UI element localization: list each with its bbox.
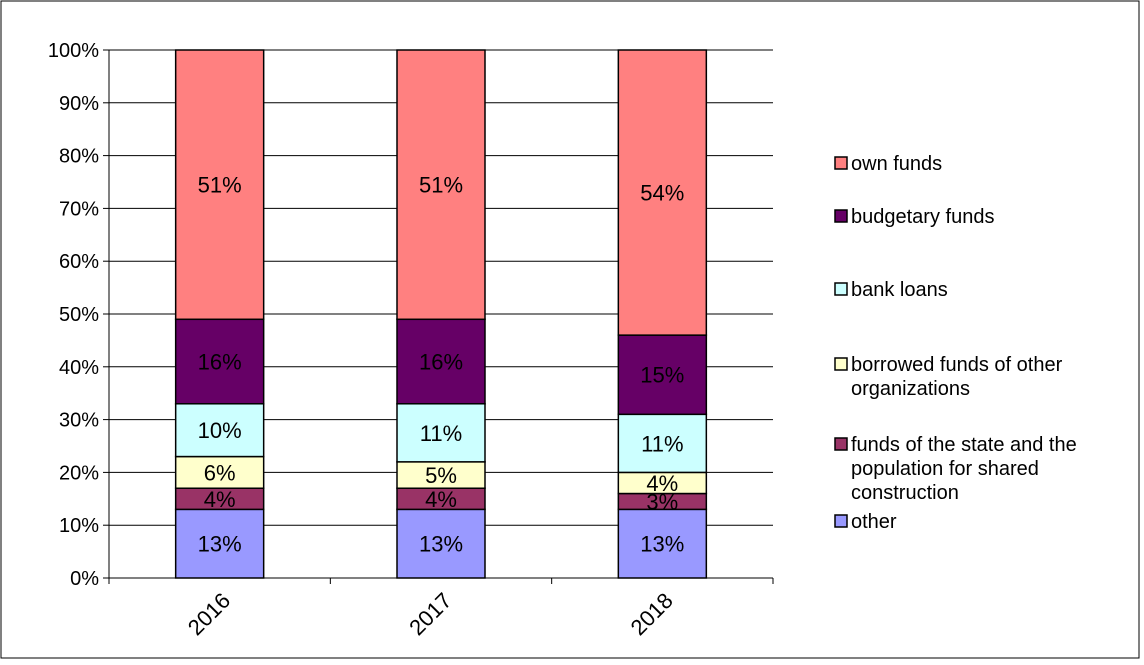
legend-label-own-funds: own funds bbox=[851, 153, 942, 175]
legend-label-line: borrowed funds of other bbox=[851, 354, 1063, 376]
data-label-funds-of-the-state-and-the-population-for-shared-construction-2016: 4% bbox=[204, 487, 236, 512]
data-label-borrowed-funds-of-other-organizations-2016: 6% bbox=[204, 460, 236, 485]
legend-label-line: own funds bbox=[851, 153, 942, 175]
bar-bank-loans-2016 bbox=[174, 403, 265, 458]
bar-budgetary-funds-2018 bbox=[617, 334, 708, 416]
data-label-other-2018: 13% bbox=[640, 532, 684, 557]
bar-borrowed-funds-of-other-organizations-2017 bbox=[396, 461, 486, 489]
legend-label-line: organizations bbox=[851, 378, 970, 400]
legend-swatch-funds-of-the-state-and-the-population-for-shared-construction bbox=[834, 437, 848, 451]
bar-other-2016 bbox=[174, 508, 265, 579]
bar-other-2017 bbox=[396, 508, 486, 579]
legend-swatch-budgetary-funds bbox=[834, 209, 848, 223]
data-label-other-2016: 13% bbox=[198, 532, 242, 557]
data-label-own-funds-2018: 54% bbox=[640, 181, 684, 206]
legend-label-line: bank loans bbox=[851, 279, 948, 301]
legend-swatch-bank-loans bbox=[834, 282, 848, 296]
data-label-budgetary-funds-2017: 16% bbox=[419, 350, 463, 375]
legend-swatch-own-funds bbox=[834, 156, 848, 170]
data-label-budgetary-funds-2016: 16% bbox=[198, 350, 242, 375]
bar-own-funds-2018 bbox=[617, 49, 708, 336]
legend-label-line: construction bbox=[851, 482, 959, 504]
bar-borrowed-funds-of-other-organizations-2016 bbox=[174, 455, 265, 489]
data-label-bank-loans-2017: 11% bbox=[420, 421, 462, 446]
data-label-borrowed-funds-of-other-organizations-2018: 4% bbox=[646, 471, 678, 496]
data-label-borrowed-funds-of-other-organizations-2017: 5% bbox=[425, 463, 457, 488]
data-label-bank-loans-2018: 11% bbox=[641, 431, 683, 456]
y-tick-label: 80% bbox=[59, 146, 99, 168]
y-tick-label: 100% bbox=[48, 40, 99, 62]
bar-own-funds-2017 bbox=[396, 49, 486, 321]
legend-label-line: other bbox=[851, 511, 897, 533]
legend-label-line: funds of the state and the bbox=[851, 434, 1077, 456]
legend-label-line: budgetary funds bbox=[851, 206, 994, 228]
bar-other-2018 bbox=[617, 508, 708, 579]
y-tick-label: 20% bbox=[59, 462, 99, 484]
data-label-other-2017: 13% bbox=[419, 532, 463, 557]
legend-label-budgetary-funds: budgetary funds bbox=[851, 206, 994, 228]
y-tick-label: 30% bbox=[59, 410, 99, 432]
legend-label-line: population for shared bbox=[851, 458, 1039, 480]
y-tick-label: 10% bbox=[59, 515, 99, 537]
bar-bank-loans-2018 bbox=[617, 413, 708, 474]
bar-own-funds-2016 bbox=[174, 49, 265, 321]
legend-swatch-borrowed-funds-of-other-organizations bbox=[834, 357, 848, 371]
legend-label-borrowed-funds-of-other-organizations: borrowed funds of other organizations bbox=[851, 354, 1063, 400]
legend-label-funds-of-the-state-and-the-population-for-shared-construction: funds of the state and the population for… bbox=[851, 434, 1077, 504]
data-label-budgetary-funds-2018: 15% bbox=[640, 363, 684, 388]
data-label-funds-of-the-state-and-the-population-for-shared-construction-2017: 4% bbox=[425, 487, 457, 512]
y-tick-label: 70% bbox=[59, 198, 99, 220]
y-tick-label: 0% bbox=[70, 568, 99, 590]
y-tick-label: 90% bbox=[59, 93, 99, 115]
legend-label-bank-loans: bank loans bbox=[851, 279, 948, 301]
legend-swatch-other bbox=[834, 514, 848, 528]
data-label-bank-loans-2016: 10% bbox=[198, 418, 242, 443]
legend-label-other: other bbox=[851, 511, 897, 533]
y-tick-label: 50% bbox=[59, 304, 99, 326]
data-label-own-funds-2017: 51% bbox=[419, 173, 463, 198]
y-tick-label: 60% bbox=[59, 251, 99, 273]
y-tick-label: 40% bbox=[59, 357, 99, 379]
data-label-own-funds-2016: 51% bbox=[198, 173, 242, 198]
